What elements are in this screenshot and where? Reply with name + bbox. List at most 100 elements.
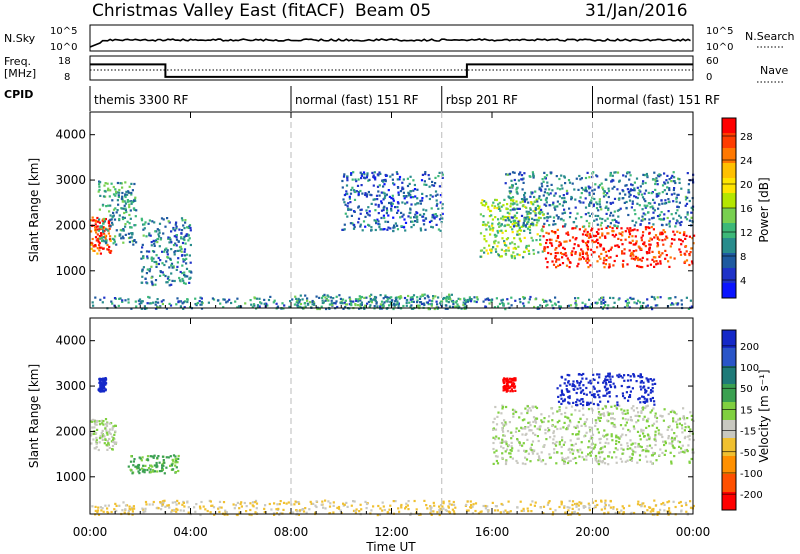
power-cell (659, 233, 662, 236)
power-cell (650, 226, 653, 229)
velocity-cell (171, 468, 174, 471)
power-cell (678, 248, 681, 251)
power-cell (588, 204, 591, 207)
power-cell (489, 209, 492, 213)
velocity-cell (580, 390, 583, 393)
velocity-cell (602, 394, 605, 397)
power-cell (500, 255, 503, 258)
power-cell (158, 235, 161, 238)
velocity-cell (138, 472, 141, 475)
power-cell (612, 264, 615, 267)
velocity-cell (620, 460, 624, 463)
power-cell (420, 179, 424, 182)
power-cell (523, 250, 526, 253)
power-cell (539, 304, 542, 307)
velocity-cell (510, 388, 513, 391)
velocity-cell (616, 374, 619, 377)
power-cell (223, 298, 226, 301)
velocity-cell (690, 418, 694, 421)
velocity-cell (531, 406, 534, 409)
velocity-cell (643, 397, 646, 400)
power-cell (113, 297, 117, 300)
power-cell (566, 192, 569, 195)
velocity-cell (660, 433, 663, 436)
power-cell (642, 173, 645, 176)
velocity-cell (595, 460, 599, 463)
power-cell (146, 255, 149, 258)
power-cell (527, 218, 531, 221)
power-cell (154, 307, 158, 310)
velocity-cell (583, 458, 586, 461)
power-cell (103, 296, 106, 299)
velocity-cell (594, 443, 597, 446)
velocity-cell (551, 442, 555, 445)
power-cell (634, 243, 637, 246)
power-cell (505, 207, 508, 211)
power-cell (400, 296, 403, 299)
velocity-cell (346, 505, 349, 508)
power-cell (578, 257, 581, 260)
power-cell (658, 255, 661, 258)
power-cell (579, 178, 582, 181)
power-cell (409, 196, 412, 199)
power-cell (387, 214, 390, 217)
velocity-cell (292, 511, 295, 514)
velocity-cell (654, 416, 657, 419)
velocity-cell (100, 378, 103, 381)
power-cell (659, 296, 662, 299)
velocity-cell (644, 450, 648, 453)
velocity-cell (553, 435, 556, 438)
velocity-cell (597, 411, 601, 414)
velocity-cell (689, 431, 692, 434)
power-cell (154, 303, 157, 306)
power-cell (321, 299, 324, 302)
velocity-cell (604, 406, 608, 409)
velocity-cell (500, 502, 503, 506)
power-cell (488, 215, 491, 218)
velocity-cell (642, 502, 645, 505)
velocity-cell (565, 457, 568, 460)
power-cell (525, 246, 528, 249)
power-cell (598, 203, 601, 206)
velocity-cell (112, 438, 115, 441)
velocity-cell (635, 421, 638, 424)
power-cell (546, 261, 549, 264)
velocity-cell (186, 501, 189, 504)
velocity-cell (574, 385, 577, 388)
power-cell (592, 203, 595, 206)
power-cell (538, 211, 541, 214)
power-cell (98, 183, 101, 186)
power-cell (166, 251, 169, 254)
power-cell (595, 240, 598, 243)
velocity-cell (653, 499, 656, 502)
power-cell (134, 199, 137, 202)
power-cell (598, 198, 601, 201)
velocity-cell (131, 506, 134, 509)
power-cell (538, 195, 541, 198)
velocity-cell (604, 499, 607, 502)
velocity-cell (579, 387, 582, 390)
power-cell (236, 297, 239, 300)
velocity-cell (571, 511, 574, 514)
power-cell (621, 231, 624, 234)
power-cell (473, 296, 476, 299)
velocity-cell (606, 438, 609, 441)
power-cell (431, 180, 434, 183)
power-cell (592, 192, 595, 195)
power-cell (654, 178, 657, 181)
velocity-cell (607, 463, 610, 466)
velocity-cell (623, 409, 626, 412)
power-cell (543, 246, 546, 249)
velocity-cell (364, 500, 367, 503)
power-cell (668, 178, 671, 181)
colorbar-swatch (722, 348, 736, 367)
velocity-cell (603, 445, 606, 448)
power-cell (424, 171, 427, 174)
velocity-cell (683, 429, 686, 432)
power-cell (175, 238, 179, 241)
velocity-cell (97, 388, 100, 391)
power-cell (339, 301, 342, 304)
power-cell (423, 219, 426, 222)
power-cell (118, 219, 121, 222)
velocity-cell (658, 433, 661, 436)
